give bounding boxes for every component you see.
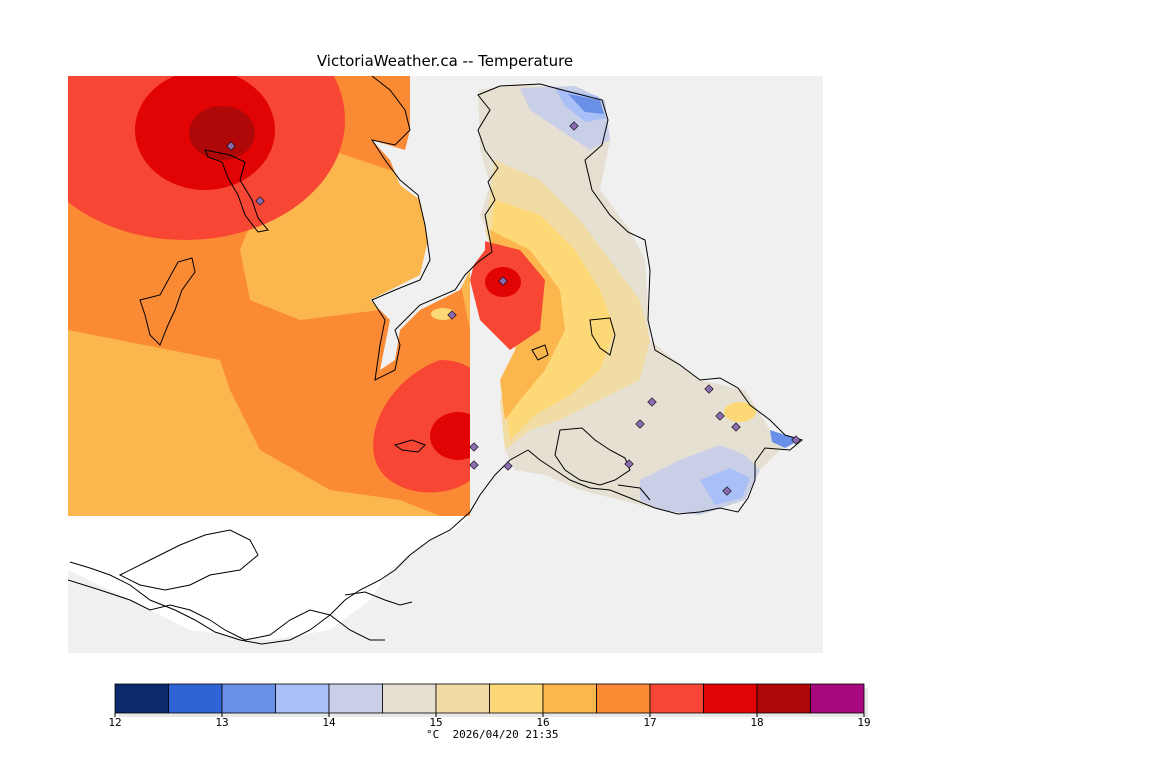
legend-band-7 xyxy=(489,683,544,714)
saanich-inlet-water xyxy=(370,76,490,370)
coastlines xyxy=(68,76,804,645)
legend-tick-label: 16 xyxy=(536,716,550,729)
legend-tick-label: 15 xyxy=(429,716,443,729)
legend-tick-marks xyxy=(114,713,865,717)
legend-tick-label: 12 xyxy=(108,716,122,729)
legend-band-9 xyxy=(596,683,651,714)
legend-tick-label: 13 xyxy=(215,716,229,729)
legend-tick-label: 17 xyxy=(643,716,657,729)
east-temperature-field xyxy=(431,84,800,515)
legend-band-0 xyxy=(114,683,169,714)
west-temperature-field xyxy=(68,76,470,516)
page-title: VictoriaWeather.ca -- Temperature xyxy=(316,52,574,70)
legend-band-6 xyxy=(435,683,490,714)
legend-band-10 xyxy=(649,683,704,714)
legend-band-1 xyxy=(168,683,223,714)
no-data-region xyxy=(68,480,490,640)
legend-tick-label: 19 xyxy=(857,716,871,729)
legend-timestamp: 2026/04/20 21:35 xyxy=(452,728,559,741)
legend-band-4 xyxy=(328,683,383,714)
weather-stations xyxy=(226,121,801,496)
legend-band-8 xyxy=(542,683,597,714)
legend-band-3 xyxy=(275,683,330,714)
legend-band-2 xyxy=(221,683,276,714)
legend-band-11 xyxy=(703,683,758,714)
legend-tick-label: 18 xyxy=(750,716,764,729)
legend-tick-label: 14 xyxy=(322,716,336,729)
legend-unit: °C xyxy=(426,728,440,741)
legend-unit-and-timestamp: °C 2026/04/20 21:35 xyxy=(426,728,558,741)
legend-band-13 xyxy=(810,683,865,714)
legend-band-12 xyxy=(756,683,811,714)
legend-band-5 xyxy=(382,683,437,714)
temperature-legend-bar xyxy=(114,683,868,717)
